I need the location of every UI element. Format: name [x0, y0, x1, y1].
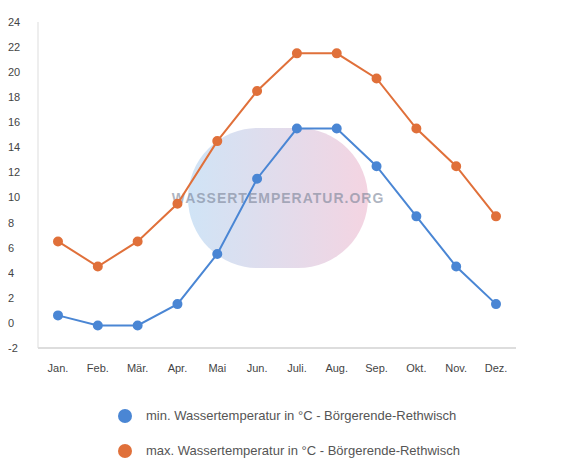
svg-text:Apr.: Apr.: [168, 362, 188, 374]
svg-text:Juli.: Juli.: [287, 362, 307, 374]
svg-text:Jun.: Jun.: [247, 362, 268, 374]
svg-text:Sep.: Sep.: [365, 362, 388, 374]
svg-text:Feb.: Feb.: [87, 362, 109, 374]
svg-text:Okt.: Okt.: [406, 362, 426, 374]
html-text:max. Wassertemperatur in °C -: max. Wassertemperatur in °C - Börgerende…: [146, 443, 460, 458]
html-text:min. Wassertemperatur in °C -: min. Wassertemperatur in °C - Börgerende…: [146, 408, 457, 423]
svg-text:6: 6: [8, 242, 14, 254]
svg-text:24: 24: [8, 16, 20, 28]
svg-text:-2: -2: [8, 342, 18, 354]
svg-text:16: 16: [8, 116, 20, 128]
svg-text:2: 2: [8, 292, 14, 304]
svg-text:4: 4: [8, 267, 14, 279]
svg-text:Jan.: Jan.: [48, 362, 69, 374]
svg-text:Nov.: Nov.: [445, 362, 467, 374]
svg-text:18: 18: [8, 91, 20, 103]
svg-text:Aug.: Aug.: [325, 362, 348, 374]
svg-text:8: 8: [8, 217, 14, 229]
html-text:WASSERTEMPERATUR.ORG: WASSERTEMPERATUR.ORG: [171, 190, 385, 206]
svg-text:0: 0: [8, 317, 14, 329]
svg-text:Mär.: Mär.: [127, 362, 148, 374]
svg-text:14: 14: [8, 141, 20, 153]
svg-text:Mai: Mai: [208, 362, 226, 374]
svg-text:10: 10: [8, 191, 20, 203]
svg-text:22: 22: [8, 41, 20, 53]
svg-text:12: 12: [8, 166, 20, 178]
svg-text:Dez.: Dez.: [485, 362, 508, 374]
svg-text:20: 20: [8, 66, 20, 78]
